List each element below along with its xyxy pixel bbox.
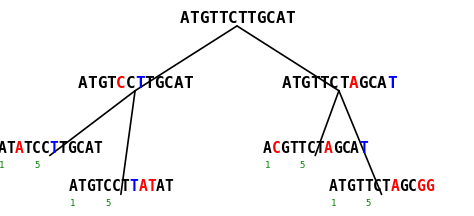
Text: T: T [338,179,346,194]
Text: T: T [77,179,86,194]
Text: T: T [24,141,32,156]
Text: A: A [68,179,77,194]
Text: C: C [228,11,237,26]
Text: C: C [329,76,339,91]
Text: T: T [93,141,102,156]
Text: G: G [67,141,76,156]
Text: C: C [307,141,315,156]
Text: A: A [156,179,164,194]
Text: C: C [116,76,126,91]
Text: T: T [382,179,390,194]
Text: T: T [339,76,348,91]
Text: A: A [377,76,387,91]
Text: 1: 1 [331,199,336,208]
Text: 5: 5 [105,199,110,208]
Text: A: A [350,141,359,156]
Text: 1: 1 [264,160,270,170]
Text: T: T [106,76,116,91]
Text: T: T [387,76,396,91]
Text: G: G [358,76,368,91]
Text: T: T [310,76,320,91]
Text: A: A [324,141,333,156]
Text: 5: 5 [366,199,371,208]
Text: A: A [138,179,147,194]
Text: A: A [348,76,358,91]
Text: A: A [180,11,189,26]
Text: T: T [289,141,298,156]
Text: G: G [425,179,434,194]
Text: C: C [368,76,377,91]
Text: T: T [364,179,373,194]
Text: T: T [135,76,145,91]
Text: C: C [103,179,112,194]
Text: C: C [272,141,280,156]
Text: 5: 5 [300,160,305,170]
Text: C: C [32,141,41,156]
Text: T: T [6,141,15,156]
Text: G: G [301,76,310,91]
Text: G: G [280,141,289,156]
Text: T: T [183,76,192,91]
Text: T: T [291,76,301,91]
Text: A: A [78,76,87,91]
Text: C: C [76,141,85,156]
Text: T: T [218,11,228,26]
Text: T: T [208,11,218,26]
Text: T: T [246,11,256,26]
Text: T: T [147,179,156,194]
Text: G: G [346,179,356,194]
Text: T: T [237,11,246,26]
Text: 1: 1 [70,199,75,208]
Text: C: C [341,141,350,156]
Text: T: T [129,179,138,194]
Text: 1: 1 [0,160,4,170]
Text: C: C [112,179,121,194]
Text: T: T [58,141,67,156]
Text: G: G [417,179,425,194]
Text: A: A [173,76,183,91]
Text: T: T [121,179,129,194]
Text: T: T [359,141,368,156]
Text: T: T [164,179,173,194]
Text: A: A [0,141,6,156]
Text: A: A [85,141,93,156]
Text: T: T [285,11,294,26]
Text: A: A [275,11,285,26]
Text: 5: 5 [34,160,39,170]
Text: A: A [282,76,291,91]
Text: A: A [263,141,272,156]
Text: C: C [41,141,50,156]
Text: T: T [145,76,154,91]
Text: G: G [399,179,408,194]
Text: T: T [87,76,97,91]
Text: G: G [154,76,164,91]
Text: C: C [373,179,382,194]
Text: A: A [329,179,338,194]
Text: G: G [199,11,208,26]
Text: C: C [408,179,417,194]
Text: C: C [164,76,173,91]
Text: T: T [315,141,324,156]
Text: T: T [320,76,329,91]
Text: G: G [333,141,341,156]
Text: C: C [126,76,135,91]
Text: T: T [298,141,307,156]
Text: T: T [50,141,58,156]
Text: T: T [189,11,199,26]
Text: T: T [356,179,364,194]
Text: A: A [15,141,24,156]
Text: G: G [97,76,106,91]
Text: A: A [390,179,399,194]
Text: G: G [256,11,266,26]
Text: C: C [266,11,275,26]
Text: G: G [86,179,95,194]
Text: T: T [95,179,103,194]
